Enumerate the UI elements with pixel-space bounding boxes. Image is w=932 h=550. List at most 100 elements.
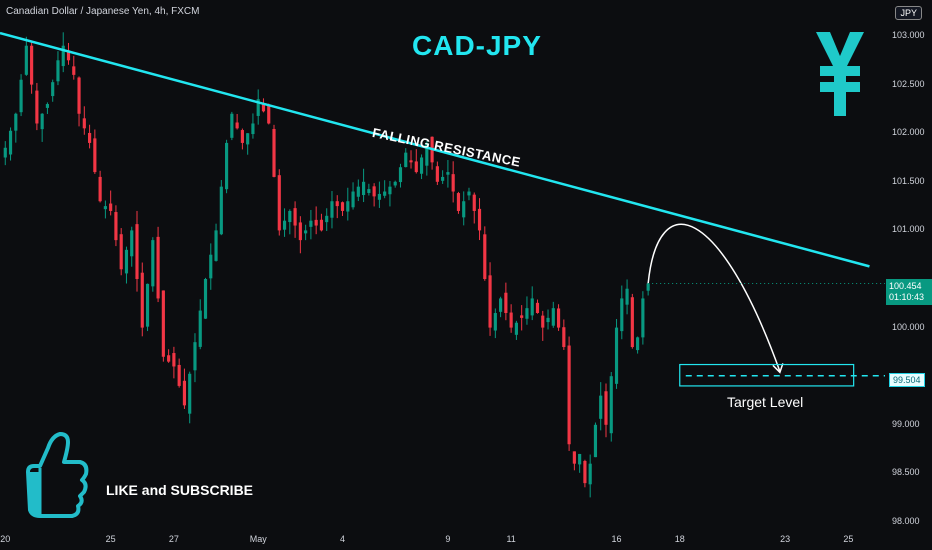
candle-body <box>288 210 292 223</box>
price-tick: 100.000 <box>892 321 925 332</box>
candle-body <box>441 176 445 181</box>
candles-layer <box>3 32 650 498</box>
candle-body <box>198 310 202 347</box>
candle-body <box>177 364 181 386</box>
candle-body <box>499 298 503 312</box>
projection-curve <box>647 223 781 372</box>
candle-body <box>372 186 376 197</box>
candle-body <box>367 189 371 193</box>
candle-body <box>235 122 239 129</box>
like-subscribe-label: LIKE and SUBSCRIBE <box>106 482 254 498</box>
candle-body <box>599 395 603 419</box>
falling-resistance-line <box>0 31 870 268</box>
chart-title: CAD-JPY <box>412 30 542 61</box>
candle-body <box>40 113 44 130</box>
candle-body <box>446 172 450 175</box>
candle-body <box>35 90 39 124</box>
candle-body <box>82 118 86 129</box>
candle-body <box>293 208 297 226</box>
price-tick: 98.000 <box>892 516 920 526</box>
candle-body <box>562 327 566 348</box>
candle-body <box>604 391 608 425</box>
candle-body <box>182 380 187 406</box>
candle-body <box>314 219 318 226</box>
target-price-label: 99.504 <box>889 373 925 387</box>
candle-body <box>362 181 366 196</box>
candle-body <box>525 308 529 319</box>
candle-body <box>24 45 28 75</box>
candle-body <box>509 312 513 328</box>
candle-body <box>277 175 281 231</box>
candle-body <box>103 206 107 210</box>
time-tick: 18 <box>674 534 685 544</box>
candle-body <box>19 79 23 113</box>
candle-body <box>646 283 650 291</box>
candle-body <box>88 132 92 143</box>
candle-body <box>419 157 424 174</box>
time-tick: 23 <box>780 534 791 544</box>
thumbs-up-icon <box>26 432 89 518</box>
candle-body <box>3 147 7 158</box>
candle-body <box>219 186 223 235</box>
candle-body <box>267 104 271 124</box>
candle-body <box>630 297 634 348</box>
candle-body <box>409 160 413 163</box>
candle-body <box>151 240 155 287</box>
candle-body <box>98 176 102 202</box>
candle-body <box>609 376 613 434</box>
time-tick: 9 <box>445 534 451 544</box>
candle-body <box>625 288 629 305</box>
candle-body <box>251 123 255 135</box>
candle-body <box>351 191 355 208</box>
candle-body <box>488 275 492 328</box>
candle-body <box>145 283 150 327</box>
candle-body <box>140 272 144 328</box>
candle-body <box>325 215 329 223</box>
price-tick: 102.000 <box>892 127 925 138</box>
candle-body <box>435 166 439 182</box>
price-tick: 103.000 <box>892 30 925 40</box>
candle-body <box>298 222 302 241</box>
candle-body <box>546 317 550 323</box>
currency-badge[interactable]: JPY <box>895 6 922 20</box>
candle-body <box>593 424 598 458</box>
candle-body <box>66 50 71 61</box>
candle-body <box>456 193 461 211</box>
candle-body <box>156 236 160 299</box>
symbol-title: Canadian Dollar / Japanese Yen, 4h, FXCM <box>6 6 200 17</box>
candle-body <box>193 342 197 371</box>
candle-body <box>261 103 266 112</box>
candle-body <box>425 142 429 166</box>
time-tick: 25 <box>843 534 854 544</box>
price-tick: 98.500 <box>892 467 920 478</box>
candle-body <box>72 66 76 75</box>
candle-body <box>225 142 229 190</box>
price-axis[interactable] <box>885 0 932 532</box>
candle-body <box>167 355 171 362</box>
candle-body <box>272 128 276 177</box>
candle-body <box>240 130 244 143</box>
candle-body <box>172 353 176 367</box>
candle-body <box>109 203 113 211</box>
candle-body <box>535 302 540 314</box>
candle-body <box>541 315 545 328</box>
price-tick: 101.000 <box>892 224 925 235</box>
candle-body <box>383 191 387 196</box>
candle-body <box>520 315 524 318</box>
candle-body <box>203 279 208 319</box>
candle-body <box>209 254 213 279</box>
candle-body <box>614 327 619 384</box>
candle-body <box>93 138 97 173</box>
candle-body <box>493 313 497 331</box>
candle-body <box>340 202 345 211</box>
time-tick: 11 <box>506 534 516 544</box>
candle-body <box>56 60 60 82</box>
candle-body <box>335 201 339 207</box>
candle-body <box>530 298 534 316</box>
candle-body <box>393 181 397 186</box>
projection-arrowhead <box>772 363 784 374</box>
candle-body <box>462 201 466 218</box>
time-tick: 27 <box>168 534 179 544</box>
candle-body <box>61 45 65 67</box>
